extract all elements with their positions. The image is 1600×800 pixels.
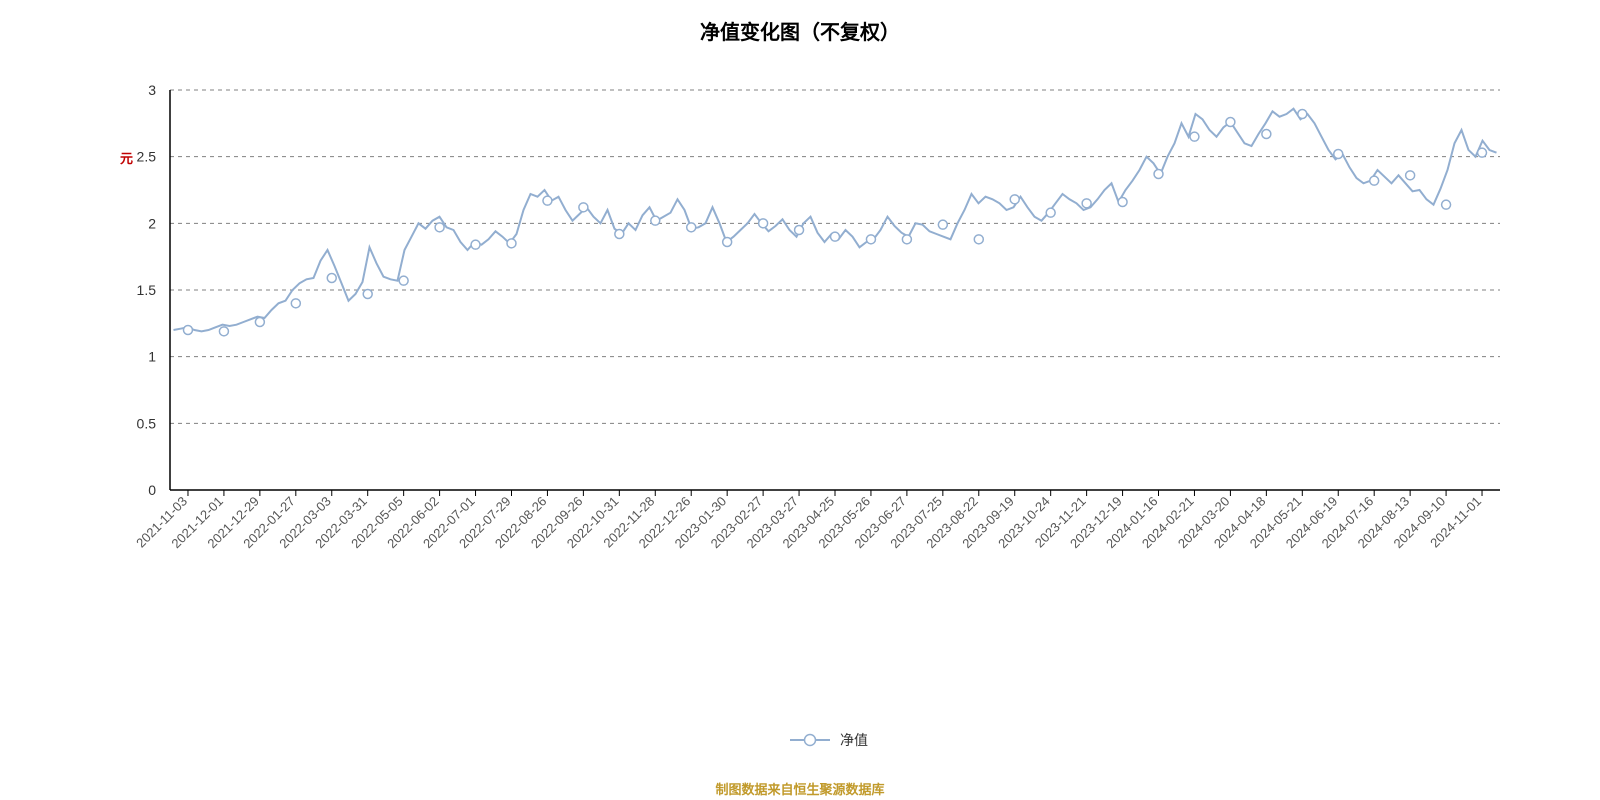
data-marker <box>795 226 804 235</box>
data-marker <box>651 216 660 225</box>
data-marker <box>327 274 336 283</box>
ytick-label: 2 <box>148 215 156 231</box>
data-marker <box>1298 110 1307 119</box>
data-marker <box>543 196 552 205</box>
data-marker <box>759 219 768 228</box>
ytick-label: 3 <box>148 82 156 98</box>
data-marker <box>291 299 300 308</box>
data-marker <box>255 318 264 327</box>
legend-label: 净值 <box>840 732 868 748</box>
data-marker <box>974 235 983 244</box>
ytick-label: 1 <box>148 349 156 365</box>
data-marker <box>687 223 696 232</box>
data-marker <box>579 203 588 212</box>
data-marker <box>1226 118 1235 127</box>
data-marker <box>435 223 444 232</box>
nav-line <box>174 109 1497 332</box>
data-marker <box>1118 198 1127 207</box>
data-marker <box>866 235 875 244</box>
data-marker <box>723 238 732 247</box>
data-marker <box>1082 199 1091 208</box>
chart-container: 净值变化图（不复权） 元 00.511.522.532021-11-032021… <box>0 0 1600 800</box>
data-marker <box>1442 200 1451 209</box>
data-marker <box>1478 148 1487 157</box>
data-marker <box>831 232 840 241</box>
data-marker <box>363 290 372 299</box>
data-marker <box>183 326 192 335</box>
data-marker <box>615 230 624 239</box>
chart-svg: 00.511.522.532021-11-032021-12-012021-12… <box>0 0 1600 800</box>
ytick-label: 0.5 <box>137 415 157 431</box>
data-marker <box>399 276 408 285</box>
data-marker <box>219 327 228 336</box>
ytick-label: 0 <box>148 482 156 498</box>
legend-marker <box>805 735 816 746</box>
data-marker <box>471 240 480 249</box>
data-marker <box>1010 195 1019 204</box>
ytick-label: 2.5 <box>137 149 157 165</box>
data-marker <box>1370 176 1379 185</box>
data-marker <box>1046 208 1055 217</box>
data-marker <box>1334 150 1343 159</box>
data-marker <box>1262 130 1271 139</box>
data-marker <box>1190 132 1199 141</box>
data-marker <box>1154 170 1163 179</box>
data-marker <box>507 239 516 248</box>
data-marker <box>1406 171 1415 180</box>
data-marker <box>902 235 911 244</box>
data-marker <box>938 220 947 229</box>
chart-footer: 制图数据来自恒生聚源数据库 <box>0 779 1600 798</box>
ytick-label: 1.5 <box>137 282 157 298</box>
